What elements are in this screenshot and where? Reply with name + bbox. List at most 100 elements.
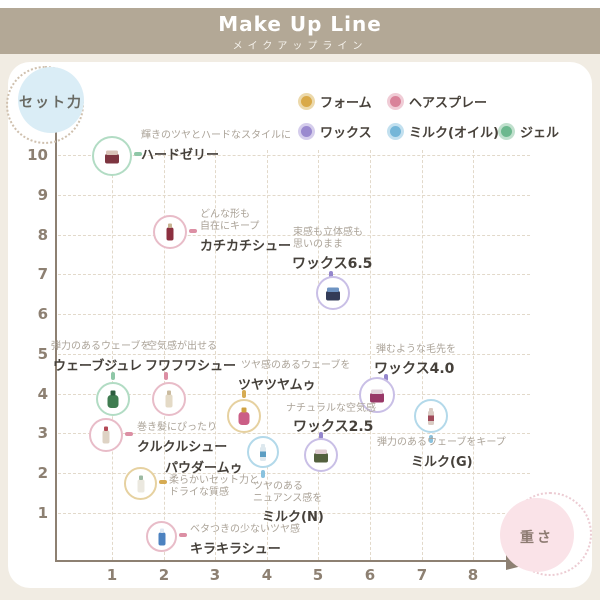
connector-line [329, 271, 333, 279]
connector-line [164, 372, 168, 380]
bottle-icon [107, 390, 119, 408]
x-tick-5: 5 [312, 566, 324, 584]
y-tick-5: 5 [37, 345, 48, 363]
product-description: 空気感が出せる [147, 341, 217, 352]
product-marker-circle [316, 276, 350, 310]
gridline-vertical [215, 150, 216, 560]
x-tick-6: 6 [364, 566, 376, 584]
y-tick-7: 7 [37, 265, 48, 283]
product-description: ツヤのある [253, 481, 303, 492]
y-axis-label-bubble [18, 67, 84, 133]
product-description: 輝きのツヤとハードなスタイルに [141, 130, 291, 141]
spray-bottle-icon [166, 223, 174, 241]
tube-icon [428, 408, 434, 425]
x-tick-3: 3 [209, 566, 221, 584]
product-marker-circle [89, 418, 123, 452]
product-name: ワックス2.5 [293, 419, 374, 435]
y-axis-line [55, 106, 57, 562]
gridline-horizontal [58, 195, 530, 196]
connector-line [261, 470, 265, 478]
legend-item-milk: ミルク(オイル) [390, 122, 499, 141]
product-description: 思いのまま [293, 239, 343, 250]
connector-line [179, 533, 187, 537]
legend-item-foam: フォーム [301, 92, 372, 111]
connector-line [429, 435, 433, 443]
product-name: ミルク(G) [411, 455, 473, 470]
product-name: ハードゼリー [141, 148, 220, 163]
product-description: ベタつきの少ないツヤ感 [190, 524, 300, 535]
product-name: ツヤツヤムゥ [238, 378, 316, 393]
y-tick-2: 2 [37, 464, 48, 482]
product-marker-circle [304, 438, 338, 472]
gridline-vertical [318, 150, 319, 560]
y-tick-10: 10 [27, 146, 48, 164]
product-marker-circle [152, 382, 186, 416]
foam-color-dot-icon [301, 96, 312, 107]
gridline-vertical [267, 150, 268, 560]
gridline-horizontal [58, 513, 530, 514]
x-axis-line [55, 560, 537, 562]
product-name: パウダームゥ [165, 461, 243, 476]
page-subtitle: メイクアップライン [232, 41, 368, 52]
spray-bottle-icon [137, 475, 144, 492]
legend-label: フォーム [320, 96, 372, 111]
product-description: ナチュラルな空気感 [286, 403, 376, 414]
product-name: ミルク(N) [262, 510, 324, 525]
legend-label: ジェル [520, 126, 560, 141]
legend-label: ヘアスプレー [409, 96, 488, 111]
top-margin-strip [0, 0, 600, 8]
connector-line [111, 372, 115, 380]
product-name: カチカチシュー [200, 239, 292, 254]
x-axis-label: 重さ [520, 530, 554, 546]
connector-line [242, 390, 246, 398]
y-tick-8: 8 [37, 226, 48, 244]
product-name: ワックス6.5 [292, 256, 373, 272]
product-description: ニュアンス感を [253, 493, 323, 504]
x-tick-7: 7 [416, 566, 428, 584]
gridline-vertical [370, 150, 371, 560]
spray-bottle-icon [158, 528, 165, 545]
product-description: ツヤ感のあるウェーブを [241, 360, 351, 371]
wax-color-dot-icon [301, 126, 312, 137]
y-tick-4: 4 [37, 385, 48, 403]
product-description: 束感も立体感も [293, 227, 363, 238]
product-name: ワックス4.0 [374, 361, 455, 377]
gridline-horizontal [58, 274, 530, 275]
hairspray-color-dot-icon [390, 96, 401, 107]
gridline-vertical [473, 150, 474, 560]
product-description: 巻き髪にぴったり [137, 422, 217, 433]
product-marker-circle [92, 136, 132, 176]
page-title: Make Up Line [218, 12, 382, 36]
legend-item-hairspray: ヘアスプレー [390, 92, 487, 111]
jar-icon [105, 150, 119, 164]
product-marker-circle [153, 215, 187, 249]
gridline-vertical [112, 150, 113, 560]
legend-item-wax: ワックス [301, 122, 372, 141]
gridline-horizontal [58, 354, 530, 355]
connector-line [319, 432, 323, 439]
y-tick-9: 9 [37, 186, 48, 204]
connector-line [159, 480, 167, 484]
x-tick-8: 8 [467, 566, 479, 584]
product-marker-circle [124, 467, 157, 500]
product-description: 自在にキープ [200, 221, 260, 232]
bottle-icon [238, 407, 250, 425]
x-tick-4: 4 [261, 566, 273, 584]
gridline-horizontal [58, 433, 530, 434]
gridline-horizontal [58, 155, 530, 156]
header-banner: Make Up Line メイクアップライン [0, 8, 600, 54]
y-tick-6: 6 [37, 305, 48, 323]
y-tick-3: 3 [37, 424, 48, 442]
product-name: クルクルシュー [137, 440, 228, 455]
jar-icon [314, 449, 328, 463]
product-description: 弾むような毛先を [376, 344, 456, 355]
gridline-horizontal [58, 473, 530, 474]
product-marker-circle [359, 377, 395, 413]
gridline-horizontal [58, 394, 530, 395]
gridline-horizontal [58, 314, 530, 315]
gridline-horizontal [58, 235, 530, 236]
product-name: キラキラシュー [190, 542, 281, 557]
spray-bottle-icon [165, 390, 173, 408]
product-marker-circle [414, 399, 448, 433]
connector-line [134, 152, 142, 156]
